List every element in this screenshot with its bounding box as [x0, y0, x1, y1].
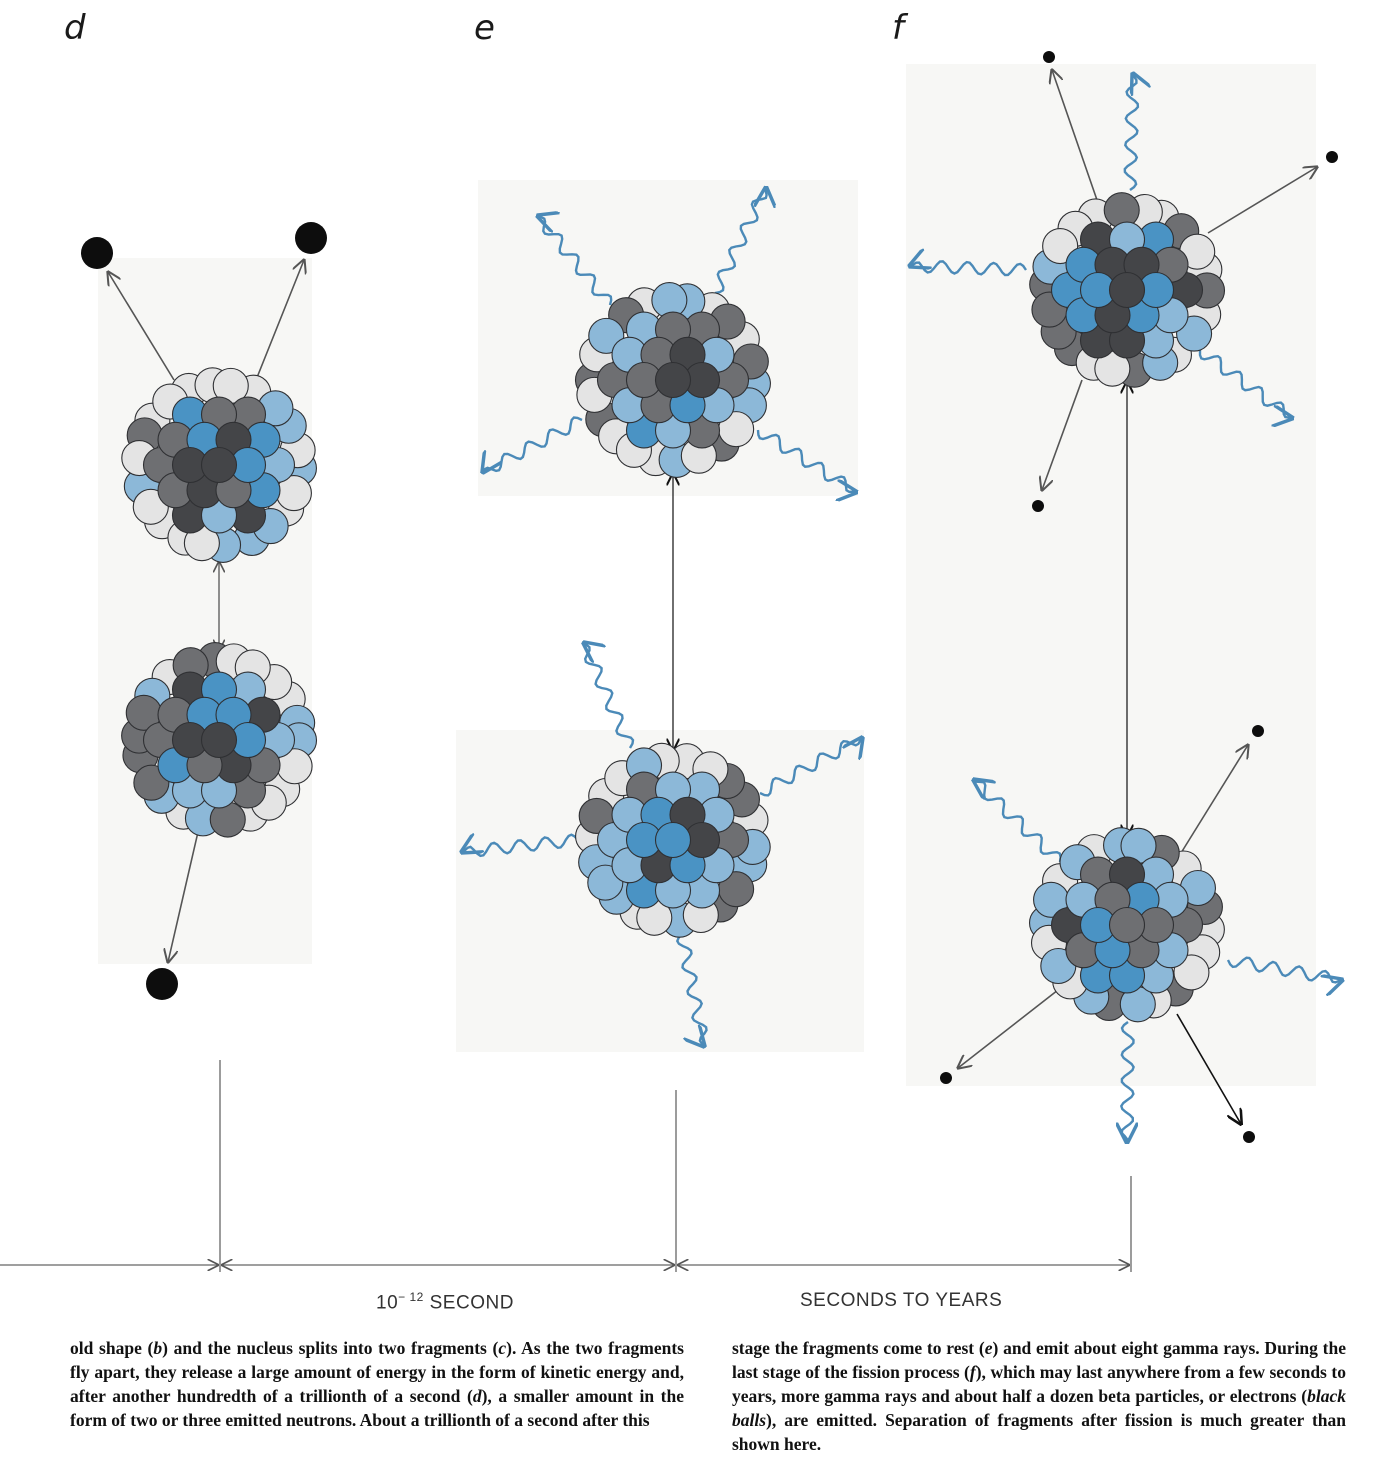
- nucleon: [200, 721, 238, 759]
- neutron-icon: [295, 222, 327, 254]
- caption-run: c: [498, 1338, 507, 1358]
- electron-icon: [1032, 500, 1044, 512]
- gamma-ray-icon: [483, 416, 583, 473]
- nucleon: [654, 361, 692, 399]
- electron-icon: [1252, 725, 1264, 737]
- caption-run: ) and emit about eight gamma rays. Durin…: [732, 1338, 1346, 1382]
- electron-icon: [940, 1072, 952, 1084]
- electron-icon: [1326, 151, 1338, 163]
- caption-run: ). As the two fragments fly apart, they …: [70, 1338, 684, 1406]
- caption-run: old shape (: [70, 1338, 154, 1358]
- caption-run: f: [969, 1362, 976, 1382]
- arrow-icon: [168, 831, 199, 962]
- caption-run: ), a smaller amount in the form of two o…: [70, 1386, 684, 1430]
- caption-left: old shape (b) and the nucleus splits int…: [70, 1336, 684, 1432]
- nucleus-icon: [121, 367, 317, 563]
- nucleus-icon: [1029, 192, 1226, 388]
- arrow-icon: [1207, 167, 1317, 234]
- gamma-ray-icon: [759, 738, 862, 797]
- nucleus-icon: [575, 742, 771, 938]
- gamma-ray-icon: [974, 780, 1062, 863]
- gamma-ray-icon: [462, 835, 579, 858]
- nucleus-icon: [574, 282, 771, 478]
- panel-background: [98, 258, 312, 964]
- nucleus-icon: [121, 642, 318, 838]
- arrow-icon: [108, 272, 175, 381]
- electron-icon: [1043, 51, 1055, 63]
- nucleon: [654, 821, 692, 859]
- gamma-ray-icon: [1121, 1021, 1133, 1142]
- caption-run: ) and the nucleus splits into two fragme…: [162, 1338, 499, 1358]
- timeline-label-long: SECONDS TO YEARS: [800, 1290, 1003, 1311]
- nucleon: [1108, 271, 1146, 309]
- nucleon: [1108, 906, 1146, 944]
- caption-run: stage the fragments come to rest (: [732, 1338, 985, 1358]
- caption-run: b: [153, 1338, 163, 1358]
- panel-label-e: e: [474, 8, 495, 48]
- gamma-ray-icon: [910, 261, 1027, 277]
- caption-run: ), are emitted. Separation of fragments …: [732, 1410, 1346, 1454]
- caption-run: ), which may last anywhere from a few se…: [732, 1362, 1346, 1406]
- gamma-ray-icon: [675, 933, 706, 1046]
- timeline-label-base: 10: [376, 1292, 399, 1314]
- nucleus-icon: [1028, 827, 1225, 1023]
- fission-diagram: [0, 51, 1388, 1272]
- arrow-icon: [1052, 70, 1098, 201]
- caption-run: black balls: [732, 1386, 1346, 1430]
- nucleon: [200, 446, 238, 484]
- caption-run: e: [984, 1338, 993, 1358]
- gamma-ray-icon: [714, 188, 767, 295]
- gamma-ray-icon: [1226, 956, 1342, 983]
- gamma-ray-icon: [1198, 350, 1292, 418]
- gamma-ray-icon: [538, 216, 613, 306]
- timeline-label-exponent: − 12: [398, 1290, 424, 1304]
- arrow-icon: [255, 260, 304, 381]
- caption-right: stage the fragments come to rest (e) and…: [732, 1336, 1346, 1456]
- nucleon: [1173, 954, 1210, 991]
- arrow-icon: [1176, 1013, 1241, 1124]
- arrow-icon: [1042, 379, 1083, 490]
- arrow-icon: [958, 989, 1059, 1068]
- gamma-ray-icon: [1123, 74, 1138, 191]
- arrow-icon: [1180, 745, 1248, 854]
- neutron-icon: [81, 237, 113, 269]
- electron-icon: [1243, 1131, 1255, 1143]
- gamma-ray-icon: [584, 643, 635, 749]
- gamma-ray-icon: [756, 429, 856, 492]
- caption-run: d: [472, 1386, 482, 1406]
- timeline-label-short: 10− 12 SECOND: [376, 1290, 514, 1314]
- panel-label-d: d: [64, 8, 86, 48]
- timeline-label-unit: SECOND: [423, 1292, 514, 1314]
- neutron-icon: [146, 968, 178, 1000]
- panel-label-f: f: [892, 8, 904, 48]
